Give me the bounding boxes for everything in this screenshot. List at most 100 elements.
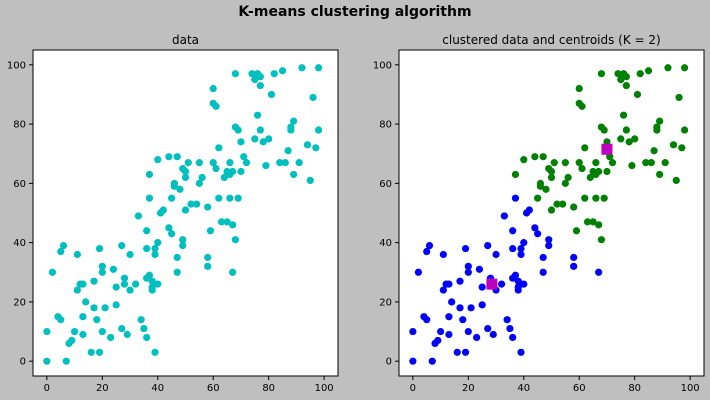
x-tick-label: 0 bbox=[44, 383, 50, 394]
data-point bbox=[278, 67, 287, 75]
data-point bbox=[95, 348, 104, 356]
data-point bbox=[678, 144, 686, 152]
data-point bbox=[484, 324, 492, 333]
data-point bbox=[151, 250, 159, 259]
data-point bbox=[237, 167, 245, 176]
data-point bbox=[165, 153, 173, 161]
data-point bbox=[597, 236, 606, 244]
data-point bbox=[597, 70, 606, 78]
data-point bbox=[456, 277, 464, 285]
data-point bbox=[650, 147, 658, 155]
data-point bbox=[215, 194, 223, 202]
data-point bbox=[625, 138, 633, 146]
data-point bbox=[87, 348, 95, 356]
data-point bbox=[134, 212, 142, 220]
data-point bbox=[73, 286, 81, 294]
data-point bbox=[217, 218, 226, 226]
data-point bbox=[98, 262, 106, 270]
data-point bbox=[595, 268, 603, 276]
data-point bbox=[107, 333, 115, 342]
y-tick-label: 80 bbox=[379, 120, 392, 131]
data-point bbox=[256, 126, 264, 134]
data-point bbox=[592, 194, 600, 202]
data-point bbox=[173, 153, 181, 161]
data-point bbox=[187, 200, 195, 208]
data-point bbox=[262, 161, 270, 170]
data-point bbox=[237, 138, 245, 146]
data-point bbox=[259, 138, 267, 146]
x-tick-label: 60 bbox=[207, 383, 220, 394]
data-point bbox=[290, 117, 298, 125]
data-point bbox=[145, 194, 154, 202]
data-point bbox=[226, 194, 234, 202]
data-point bbox=[251, 76, 259, 84]
data-point bbox=[212, 164, 220, 173]
data-point bbox=[475, 265, 484, 273]
data-point bbox=[539, 268, 547, 276]
data-point bbox=[206, 227, 215, 235]
data-point bbox=[448, 298, 456, 306]
data-point bbox=[459, 316, 467, 324]
x-tick-label: 100 bbox=[315, 383, 334, 394]
data-point bbox=[154, 280, 162, 288]
data-point bbox=[148, 277, 156, 285]
data-point bbox=[256, 81, 264, 90]
data-point bbox=[600, 194, 608, 202]
data-point bbox=[181, 167, 190, 176]
data-point bbox=[270, 70, 278, 78]
data-point bbox=[79, 330, 87, 339]
data-point bbox=[109, 265, 118, 273]
data-point bbox=[561, 179, 569, 187]
data-point bbox=[517, 348, 525, 356]
data-point bbox=[586, 173, 594, 182]
data-point bbox=[251, 135, 259, 143]
data-point bbox=[461, 348, 470, 356]
data-point bbox=[578, 164, 586, 173]
y-tick-label: 40 bbox=[379, 238, 392, 249]
data-point bbox=[636, 70, 644, 78]
data-point bbox=[456, 304, 464, 312]
data-point bbox=[642, 159, 650, 167]
data-point bbox=[631, 135, 639, 143]
data-point bbox=[664, 64, 672, 72]
data-point bbox=[165, 224, 173, 232]
data-point bbox=[439, 250, 447, 259]
data-point bbox=[514, 277, 522, 285]
data-point bbox=[428, 357, 436, 365]
data-point bbox=[511, 194, 520, 202]
data-point bbox=[215, 144, 223, 152]
data-point bbox=[534, 194, 542, 202]
x-tick-label: 60 bbox=[573, 383, 586, 394]
data-point bbox=[240, 153, 248, 161]
data-point bbox=[184, 159, 192, 167]
data-point bbox=[195, 179, 203, 187]
data-point bbox=[531, 153, 539, 161]
data-point bbox=[633, 90, 642, 99]
x-tick-label: 80 bbox=[628, 383, 641, 394]
data-point bbox=[603, 138, 611, 146]
data-point bbox=[506, 324, 514, 333]
data-point bbox=[68, 336, 76, 345]
centroid-marker bbox=[486, 278, 498, 290]
data-point bbox=[436, 327, 445, 336]
data-point bbox=[622, 126, 630, 134]
data-point bbox=[434, 336, 442, 345]
data-point bbox=[622, 81, 630, 90]
data-point bbox=[57, 247, 65, 256]
data-point bbox=[534, 230, 542, 238]
y-tick-label: 60 bbox=[379, 179, 392, 190]
data-point bbox=[617, 76, 625, 84]
data-point bbox=[539, 253, 547, 262]
data-point bbox=[542, 185, 550, 193]
data-point bbox=[473, 333, 481, 342]
data-point bbox=[545, 236, 553, 244]
data-point bbox=[517, 244, 525, 253]
y-tick-label: 100 bbox=[7, 60, 26, 71]
data-point bbox=[145, 271, 154, 279]
data-point bbox=[231, 70, 240, 78]
data-point bbox=[170, 182, 179, 190]
centroid-markers bbox=[486, 143, 613, 290]
data-point bbox=[192, 200, 201, 208]
data-point bbox=[131, 280, 140, 288]
